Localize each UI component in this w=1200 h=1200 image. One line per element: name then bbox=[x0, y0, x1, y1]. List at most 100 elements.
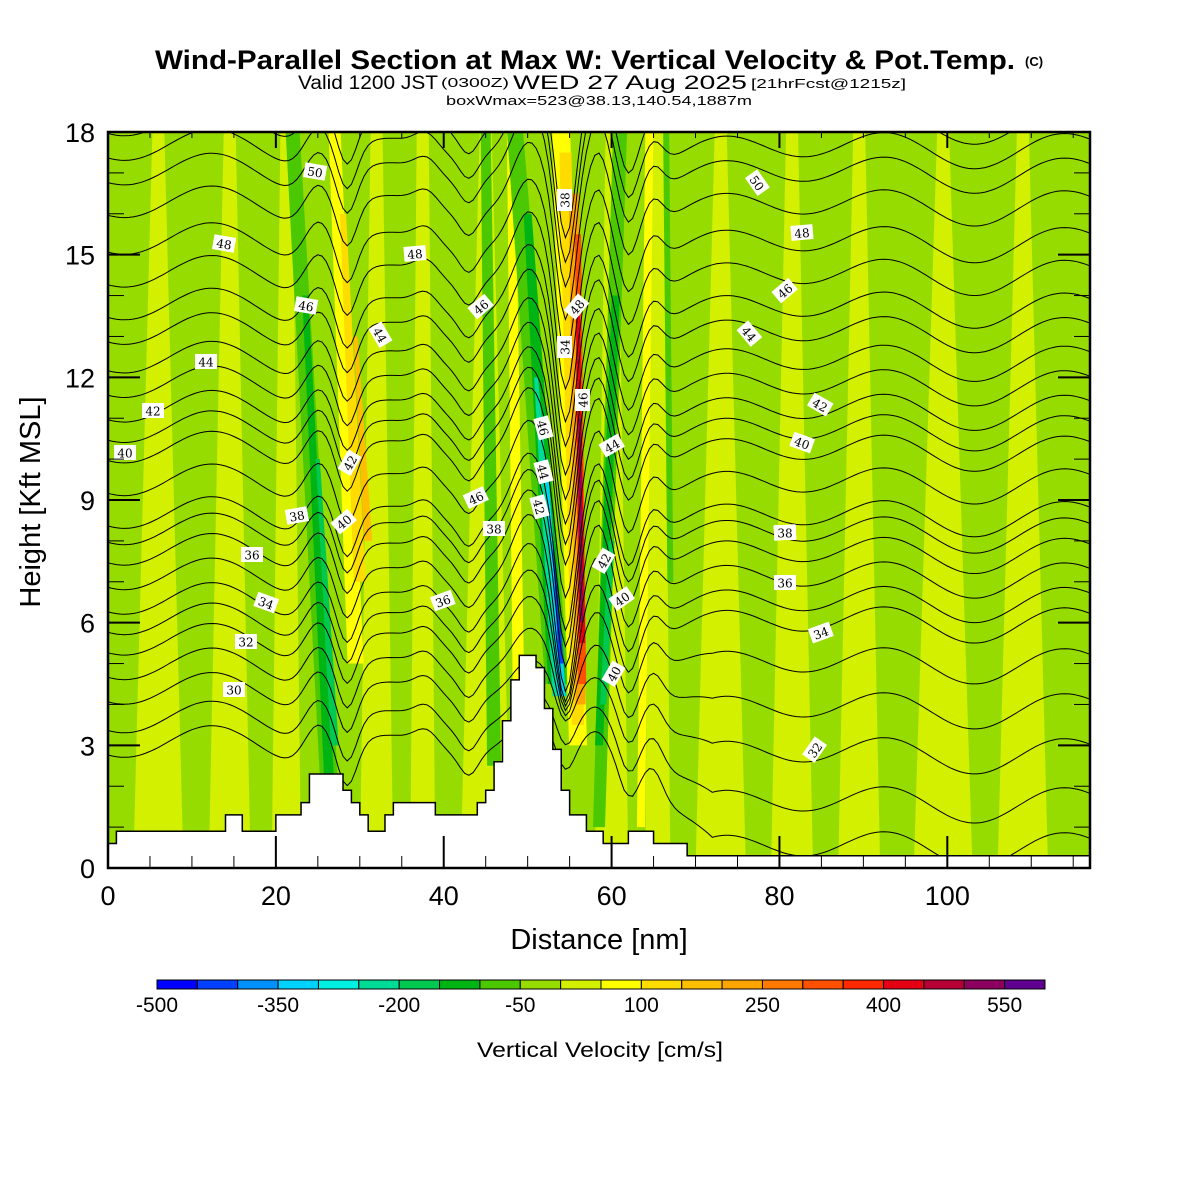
contour-label: 38 bbox=[557, 189, 573, 211]
contour-label-box bbox=[467, 293, 494, 320]
contour-label-text: 34 bbox=[256, 594, 275, 613]
contour-label-text: 44 bbox=[198, 356, 214, 370]
theta-contour-line bbox=[108, 468, 1090, 649]
theta-contour-line bbox=[108, 513, 1090, 694]
x-tick-label: 60 bbox=[597, 881, 627, 911]
colorbar-swatch bbox=[1004, 979, 1046, 990]
contour-label-box bbox=[211, 234, 237, 253]
contour-label: 46 bbox=[293, 296, 319, 315]
theta-contour-line bbox=[108, 141, 1090, 322]
contour-label: 40 bbox=[114, 445, 136, 461]
y-tick-label: 15 bbox=[65, 241, 95, 271]
colorbar-swatch bbox=[237, 979, 279, 990]
contour-label-box bbox=[533, 415, 554, 441]
chart-subtitle: Valid 1200 JST (0300Z) WED 27 Aug 2025 [… bbox=[298, 73, 906, 94]
contour-label-text: 44 bbox=[534, 463, 552, 482]
contour-label-text: 34 bbox=[559, 339, 573, 355]
contour-label-box bbox=[337, 449, 362, 477]
contour-label: 36 bbox=[774, 575, 796, 591]
colorbar bbox=[156, 979, 1046, 990]
box-wmax-annotation: boxWmax=523@38.13,140.54,1887m bbox=[446, 93, 752, 108]
colorbar-swatch bbox=[317, 979, 360, 990]
contour-label-text: 30 bbox=[226, 684, 241, 698]
contour-label-box bbox=[293, 296, 319, 315]
contour-label-box bbox=[771, 277, 798, 304]
colorbar-swatch bbox=[156, 979, 198, 990]
weak-updraft-band bbox=[913, 132, 973, 868]
x-axis-tick-labels: 0 20 40 60 80 100 bbox=[100, 881, 969, 911]
contour-label-box bbox=[790, 224, 814, 241]
contour-label-box bbox=[591, 547, 616, 575]
contour-label: 38 bbox=[774, 525, 796, 541]
contour-label: 44 bbox=[368, 321, 393, 349]
y-tick-label: 18 bbox=[65, 118, 95, 148]
subtitle-date: WED 27 Aug 2025 bbox=[513, 73, 747, 94]
colorbar-swatch bbox=[721, 979, 763, 990]
contour-label: 36 bbox=[241, 547, 263, 563]
colorbar-tick-label: 250 bbox=[745, 994, 780, 1017]
x-tick-label: 100 bbox=[925, 881, 970, 911]
weak-updraft-band bbox=[771, 132, 814, 868]
contour-label-text: 46 bbox=[534, 419, 551, 437]
colorbar-swatch bbox=[802, 979, 844, 990]
contour-label-text: 42 bbox=[145, 405, 160, 419]
contour-label-text: 50 bbox=[306, 164, 323, 180]
colorbar-swatch bbox=[358, 979, 400, 990]
contour-label-text: 36 bbox=[434, 592, 453, 610]
contour-label-box bbox=[330, 508, 357, 535]
y-tick-label: 0 bbox=[80, 854, 95, 884]
contour-label-box bbox=[557, 336, 572, 358]
y-axis-tick-labels: 0 3 6 9 12 15 18 bbox=[65, 118, 95, 884]
subtitle-utc: (0300Z) bbox=[441, 75, 509, 90]
contour-label: 42 bbox=[529, 494, 550, 520]
y-tick-label: 12 bbox=[65, 363, 95, 393]
x-tick-label: 40 bbox=[429, 881, 459, 911]
contour-label-text: 36 bbox=[244, 549, 259, 563]
theta-contour-line bbox=[108, 690, 1090, 824]
downdraft-plume bbox=[480, 132, 502, 766]
contour-label-box bbox=[807, 621, 834, 644]
contour-label: 32 bbox=[235, 634, 257, 650]
contour-label-box bbox=[806, 392, 834, 417]
contour-label-box bbox=[429, 589, 456, 612]
colorbar-swatch bbox=[439, 979, 481, 990]
contour-label: 30 bbox=[223, 682, 245, 698]
contour-label-text: 44 bbox=[370, 325, 390, 346]
contour-label-box bbox=[368, 321, 393, 349]
contour-label: 34 bbox=[557, 336, 573, 358]
vertical-velocity-field bbox=[108, 132, 1090, 868]
contour-label-text: 40 bbox=[792, 434, 811, 452]
contour-label-box bbox=[223, 682, 245, 697]
contour-label-box bbox=[563, 293, 590, 320]
colorbar-swatch bbox=[519, 979, 562, 990]
theta-contour-line bbox=[108, 366, 1090, 546]
contour-label-box bbox=[302, 162, 328, 181]
contour-label-text: 46 bbox=[297, 298, 314, 314]
contour-label-text: 44 bbox=[602, 436, 623, 456]
contour-label: 42 bbox=[806, 392, 834, 417]
colorbar-swatch bbox=[842, 979, 885, 990]
contour-label-box bbox=[529, 494, 550, 520]
x-tick-label: 20 bbox=[261, 881, 291, 911]
colorbar-tick-label: 400 bbox=[866, 994, 901, 1017]
main-updraft-core bbox=[578, 418, 584, 623]
x-axis-ticks bbox=[149, 132, 1074, 868]
colorbar-swatch bbox=[963, 979, 1006, 990]
contour-label-box bbox=[608, 586, 636, 612]
weak-updraft-band bbox=[359, 132, 394, 868]
colorbar-tick-label: 100 bbox=[624, 994, 659, 1017]
contour-label-box bbox=[284, 506, 310, 525]
contour-label-box bbox=[802, 736, 828, 764]
contour-label: 48 bbox=[790, 224, 814, 241]
weak-updraft-band bbox=[997, 132, 1049, 868]
contour-label-text: 46 bbox=[577, 392, 591, 407]
theta-contour-line bbox=[108, 211, 1090, 391]
weak-updraft-band bbox=[133, 132, 184, 868]
subtitle-forecast: [21hrFcst@1215z] bbox=[751, 76, 906, 91]
contour-label-box bbox=[195, 354, 217, 369]
colorbar-label: Vertical Velocity [cm/s] bbox=[477, 1039, 723, 1062]
updraft-plume-core bbox=[353, 336, 373, 541]
chart-title: Wind-Parallel Section at Max W: Vertical… bbox=[155, 45, 1015, 75]
contour-label-box bbox=[575, 389, 590, 411]
